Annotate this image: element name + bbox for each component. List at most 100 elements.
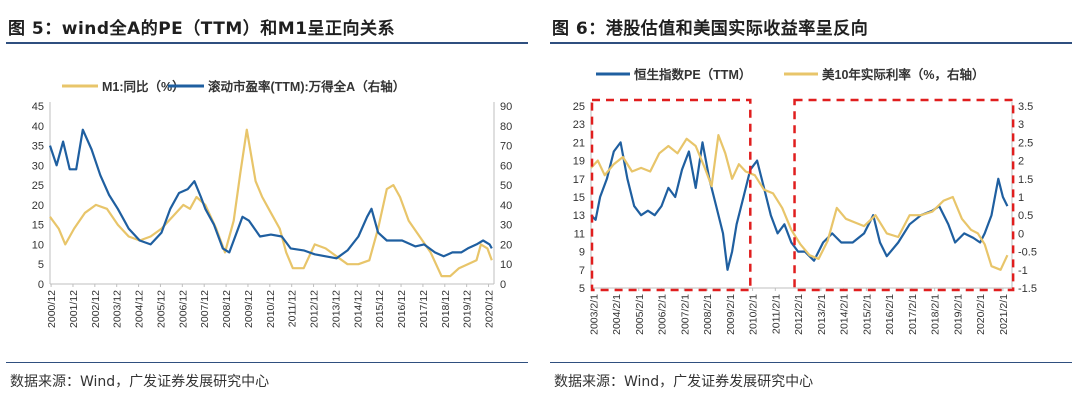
left-axis-tick-label: 15 bbox=[32, 220, 44, 232]
series-line-1 bbox=[590, 141, 1009, 271]
left-axis-tick-label: 10 bbox=[32, 239, 44, 251]
x-axis-tick-label: 2006/2/1 bbox=[657, 294, 669, 335]
x-axis-tick-label: 2005/2/1 bbox=[634, 294, 646, 335]
figure-5-top-rule bbox=[6, 42, 528, 44]
x-axis-tick-label: 2020/2/1 bbox=[975, 294, 987, 335]
right-axis-tick-label: 30 bbox=[500, 220, 512, 232]
left-axis-tick-label: 23 bbox=[573, 119, 585, 131]
figure-6-bottom-rule bbox=[550, 362, 1072, 363]
x-axis-tick-label: 2011/2/1 bbox=[770, 294, 782, 334]
x-axis-tick-label: 2021/2/1 bbox=[998, 294, 1010, 335]
x-axis-tick-label: 2004/12 bbox=[134, 290, 146, 328]
right-axis-tick-label: 2 bbox=[1018, 156, 1024, 168]
left-axis-tick-label: 11 bbox=[574, 228, 585, 240]
x-axis-tick-label: 2008/12 bbox=[221, 290, 233, 328]
x-axis-tick-label: 2015/2/1 bbox=[861, 294, 873, 335]
left-axis-tick-label: 35 bbox=[32, 141, 44, 153]
left-axis-tick-label: 21 bbox=[573, 137, 585, 149]
left-axis-tick-label: 20 bbox=[32, 200, 44, 212]
left-axis-tick-label: 25 bbox=[32, 180, 44, 192]
right-axis-tick-label: 3 bbox=[1018, 119, 1024, 131]
right-axis-tick-label: 0 bbox=[1018, 228, 1024, 240]
left-axis-tick-label: 19 bbox=[573, 156, 585, 168]
figure-6-title: 图 6：港股估值和美国实际收益率呈反向 bbox=[552, 19, 869, 39]
highlight-box-2 bbox=[793, 98, 1015, 292]
right-axis-tick-label: 10 bbox=[500, 259, 512, 271]
right-axis-tick-label: 60 bbox=[500, 160, 512, 172]
x-axis-tick-label: 2015/12 bbox=[374, 290, 386, 328]
x-axis-tick-label: 2007/12 bbox=[199, 290, 211, 328]
x-axis-tick-label: 2000/12 bbox=[46, 290, 58, 328]
x-axis-tick-label: 2010/2/1 bbox=[748, 294, 760, 335]
right-axis-tick-label: 20 bbox=[500, 239, 512, 251]
figure-6-top-rule bbox=[550, 42, 1072, 44]
left-axis-tick-label: 13 bbox=[573, 210, 585, 222]
legend-label-2: 美10年实际利率（%，右轴） bbox=[822, 67, 985, 82]
figure-5-panel: 图 5：wind全A的PE（TTM）和M1呈正向关系 0 5 10 15 20 25 30 3… bbox=[0, 0, 536, 404]
right-axis-tick-label: -1 bbox=[1018, 265, 1028, 277]
left-axis-tick-label: 7 bbox=[579, 265, 585, 277]
series-line-1 bbox=[49, 128, 493, 278]
right-axis-tick-label: -1.5 bbox=[1018, 283, 1037, 295]
left-axis-tick-label: 9 bbox=[579, 247, 585, 259]
right-axis-tick-label: 1.5 bbox=[1018, 174, 1033, 186]
series-line-2 bbox=[48, 128, 493, 260]
legend-label-2: 滚动市盈率(TTM):万得全A（右轴） bbox=[208, 79, 405, 94]
x-axis-tick-label: 2004/2/1 bbox=[611, 294, 623, 335]
highlight-box-1 bbox=[590, 98, 752, 292]
left-axis-tick-label: 30 bbox=[32, 160, 44, 172]
figure-5-title: 图 5：wind全A的PE（TTM）和M1呈正向关系 bbox=[8, 19, 396, 39]
x-axis-tick-label: 2017/2/1 bbox=[907, 294, 919, 335]
x-axis-tick-label: 2009/12 bbox=[243, 290, 255, 328]
x-axis-tick-label: 2012/2/1 bbox=[793, 294, 805, 335]
right-axis-tick-label: 0.5 bbox=[1018, 210, 1033, 222]
right-axis-tick-label: 70 bbox=[500, 141, 512, 153]
figure-6-source: 数据来源：Wind，广发证券发展研究中心 bbox=[554, 374, 814, 390]
right-axis-tick-label: 90 bbox=[500, 101, 512, 113]
right-axis-tick-label: 0 bbox=[500, 279, 506, 291]
x-axis-tick-label: 2009/2/1 bbox=[725, 294, 737, 335]
x-axis-tick-label: 2006/12 bbox=[177, 290, 189, 328]
x-axis-tick-label: 2014/2/1 bbox=[839, 294, 851, 335]
x-axis-tick-label: 2003/2/1 bbox=[588, 294, 600, 335]
x-axis-tick-label: 2019/12 bbox=[462, 290, 474, 328]
left-axis-tick-label: 45 bbox=[32, 101, 44, 113]
right-axis-tick-label: -0.5 bbox=[1018, 247, 1037, 259]
right-axis-tick-label: 40 bbox=[500, 200, 512, 212]
x-axis-tick-label: 2019/2/1 bbox=[952, 294, 964, 335]
x-axis-tick-label: 2014/12 bbox=[352, 290, 364, 328]
left-axis-tick-label: 5 bbox=[579, 283, 585, 295]
x-axis-tick-label: 2017/12 bbox=[418, 290, 430, 328]
x-axis-tick-label: 2001/12 bbox=[68, 290, 80, 328]
left-axis-tick-label: 0 bbox=[38, 279, 44, 291]
left-axis-tick-label: 40 bbox=[32, 121, 44, 133]
x-axis-tick-label: 2016/2/1 bbox=[884, 294, 896, 335]
figure-5-source: 数据来源：Wind，广发证券发展研究中心 bbox=[10, 374, 270, 390]
x-axis-tick-label: 2005/12 bbox=[155, 290, 167, 328]
right-axis-tick-label: 1 bbox=[1018, 192, 1024, 204]
x-axis-tick-label: 2003/12 bbox=[112, 290, 124, 328]
left-axis-tick-label: 5 bbox=[38, 259, 44, 271]
x-axis-tick-label: 2013/12 bbox=[330, 290, 342, 328]
legend-label-1: M1:同比（%） bbox=[102, 79, 185, 94]
figure-6-chart: 5 7 9 11 13 15 17 19 21 23 25 -1.5 -1 -0.5 0 0.5 1 1.5 2 2.… bbox=[573, 67, 1037, 335]
right-axis-tick-label: 80 bbox=[500, 121, 512, 133]
x-axis-tick-label: 2002/12 bbox=[90, 290, 102, 328]
left-axis-tick-label: 25 bbox=[573, 101, 585, 113]
x-axis-tick-label: 2007/2/1 bbox=[679, 294, 691, 335]
x-axis-tick-label: 2012/12 bbox=[309, 290, 321, 328]
x-axis-tick-label: 2016/12 bbox=[396, 290, 408, 328]
series-line-2 bbox=[590, 134, 1009, 271]
figure-6-panel: 图 6：港股估值和美国实际收益率呈反向 5 7 9 11 13 15 17 19 21 23 25-… bbox=[544, 0, 1080, 404]
legend-label-1: 恒生指数PE（TTM） bbox=[634, 67, 751, 82]
left-axis-tick-label: 15 bbox=[573, 192, 585, 204]
x-axis-tick-label: 2011/12 bbox=[287, 290, 299, 327]
figure-5-bottom-rule bbox=[6, 362, 528, 363]
right-axis-tick-label: 50 bbox=[500, 180, 512, 192]
x-axis-tick-label: 2013/2/1 bbox=[816, 294, 828, 335]
x-axis-tick-label: 2010/12 bbox=[265, 290, 277, 328]
x-axis-tick-label: 2018/2/1 bbox=[930, 294, 942, 335]
x-axis-tick-label: 2008/2/1 bbox=[702, 294, 714, 335]
left-axis-tick-label: 17 bbox=[573, 174, 585, 186]
right-axis-tick-label: 3.5 bbox=[1018, 101, 1033, 113]
